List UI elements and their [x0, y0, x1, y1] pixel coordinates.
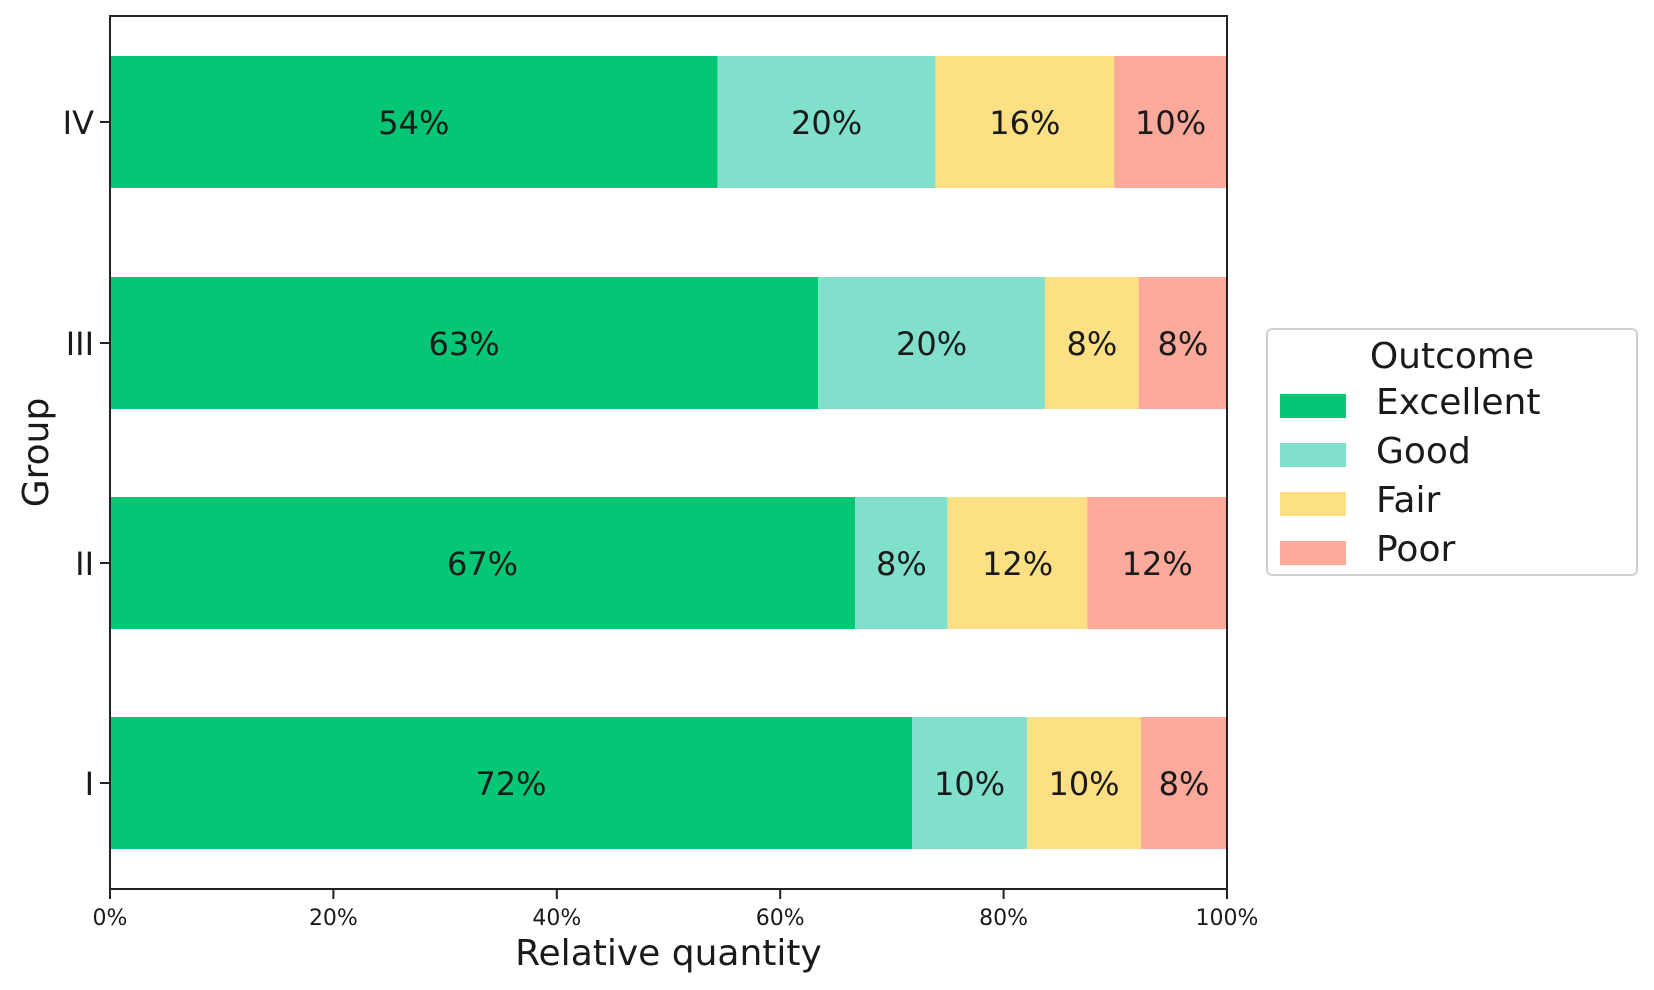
bar-fair-group-i: [1027, 717, 1141, 849]
legend-title: Outcome: [1369, 336, 1535, 377]
y-axis-label: Group: [16, 398, 57, 508]
bar-excellent-group-iv: [110, 56, 718, 188]
legend-swatch-excellent: [1280, 394, 1346, 418]
data-label-poor-group-i: 8%: [1159, 765, 1210, 803]
data-label-good-group-i: 10%: [934, 765, 1005, 803]
x-tick-label: 60%: [756, 906, 805, 931]
x-tick-label: 20%: [309, 906, 358, 931]
bars-layer: [110, 56, 1227, 849]
data-label-poor-group-ii: 12%: [1122, 545, 1193, 583]
bar-labels-layer: 72% 10% 10% 8% 67% 8% 12% 12% 63% 20% 8% 8% 54% 20% 16…: [378, 104, 1209, 803]
x-tick-label: 0%: [93, 906, 128, 931]
bar-good-group-i: [912, 717, 1028, 849]
data-label-fair-group-iii: 8%: [1066, 325, 1117, 363]
legend-label-good: Good: [1376, 431, 1471, 472]
x-axis-ticks: 0% 20% 40% 60% 80% 100%: [93, 889, 1259, 931]
bar-excellent-group-i: [110, 717, 913, 849]
bar-poor-group-iv: [1114, 56, 1227, 188]
bar-good-group-iv: [717, 56, 936, 188]
data-label-fair-group-i: 10%: [1048, 765, 1119, 803]
bar-excellent-group-ii: [110, 497, 856, 629]
data-label-poor-group-iv: 10%: [1135, 104, 1206, 142]
x-axis-label: Relative quantity: [515, 933, 822, 974]
data-label-good-group-iv: 20%: [791, 104, 862, 142]
bar-good-group-iii: [818, 277, 1045, 409]
y-tick-label-iv: IV: [63, 104, 94, 142]
legend-label-fair: Fair: [1376, 480, 1441, 521]
legend-label-excellent: Excellent: [1376, 382, 1541, 423]
y-tick-label-iii: III: [66, 325, 94, 363]
legend-swatch-fair: [1280, 492, 1346, 516]
bar-excellent-group-iii: [110, 277, 819, 409]
data-label-poor-group-iii: 8%: [1157, 325, 1208, 363]
data-label-fair-group-ii: 12%: [982, 545, 1053, 583]
y-tick-label-ii: II: [75, 545, 94, 583]
legend-swatch-good: [1280, 443, 1346, 467]
data-label-fair-group-iv: 16%: [989, 104, 1060, 142]
x-tick-label: 100%: [1196, 906, 1259, 931]
plot-frame: [109, 15, 1228, 890]
data-label-excellent-group-iii: 63%: [429, 325, 500, 363]
bar-poor-group-iii: [1138, 277, 1227, 409]
y-tick-label-i: I: [85, 765, 94, 803]
bar-fair-group-iv: [935, 56, 1115, 188]
data-label-good-group-ii: 8%: [876, 545, 927, 583]
data-label-good-group-iii: 20%: [896, 325, 967, 363]
bar-poor-group-i: [1140, 717, 1227, 849]
bar-fair-group-iii: [1044, 277, 1139, 409]
bar-poor-group-ii: [1087, 497, 1227, 629]
legend-label-poor: Poor: [1376, 529, 1456, 570]
data-label-excellent-group-i: 72%: [475, 765, 546, 803]
legend-swatch-poor: [1280, 541, 1346, 565]
x-tick-label: 40%: [532, 906, 581, 931]
legend: Outcome Excellent Good Fair Poor: [1266, 328, 1638, 576]
x-tick-label: 80%: [979, 906, 1028, 931]
bar-good-group-ii: [855, 497, 948, 629]
data-label-excellent-group-ii: 67%: [447, 545, 518, 583]
data-label-excellent-group-iv: 54%: [378, 104, 449, 142]
bar-fair-group-ii: [947, 497, 1088, 629]
